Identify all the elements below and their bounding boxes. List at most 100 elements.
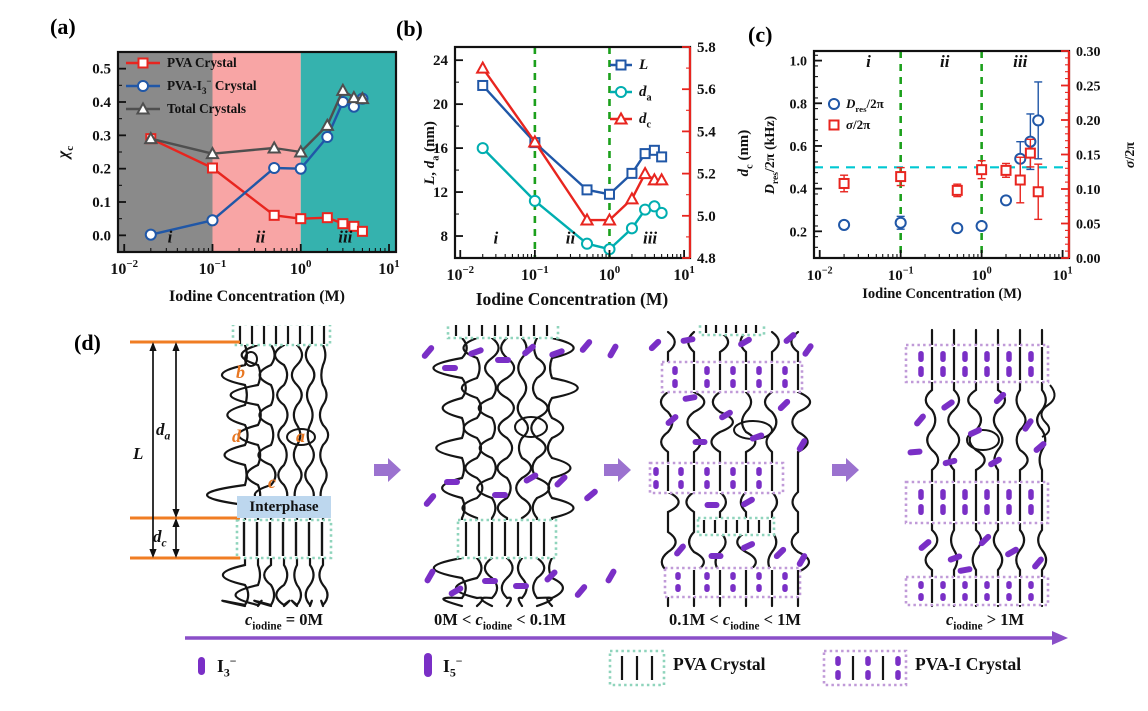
iodine-ion-icon bbox=[756, 366, 762, 375]
iodine-ion-icon bbox=[1028, 581, 1034, 589]
x-tick-label: 10−1 bbox=[888, 265, 914, 284]
y-right-tick-label: 5.8 bbox=[697, 40, 716, 56]
iodine-ion-icon bbox=[1022, 418, 1034, 432]
iodine-ion-icon bbox=[796, 553, 808, 567]
region-label: iii bbox=[643, 229, 657, 248]
iodine-ion-icon bbox=[584, 488, 598, 502]
polymer-chain bbox=[229, 343, 263, 608]
iodine-ion-icon bbox=[522, 343, 536, 357]
iodine-ion-icon bbox=[1032, 556, 1044, 570]
legend-label-i3: I3− bbox=[217, 654, 237, 680]
y-right-tick-label: 0.10 bbox=[1076, 183, 1101, 198]
y-tick-label: 0.2 bbox=[92, 162, 111, 178]
x-tick-label: 100 bbox=[290, 258, 312, 278]
iodine-ion-icon bbox=[680, 336, 696, 344]
y-tick-label: 0.4 bbox=[790, 183, 808, 198]
y-right-tick-label: 0.00 bbox=[1076, 252, 1101, 267]
iodine-ion-icon bbox=[918, 504, 924, 515]
iodine-ion-icon bbox=[940, 366, 946, 377]
y-tick-label: 1.0 bbox=[790, 55, 808, 70]
caption-0-01m: 0M < ciodine < 0.1M bbox=[434, 610, 566, 633]
x-tick-label: 10−1 bbox=[199, 258, 227, 278]
chain-end-squiggle bbox=[1040, 384, 1056, 438]
iodine-ion-icon bbox=[513, 583, 529, 589]
iodine-ion-icon bbox=[957, 566, 973, 574]
pva-crystal-band bbox=[456, 518, 558, 560]
iodine-ion-icon bbox=[749, 432, 765, 442]
iodine-ion-icon bbox=[730, 480, 736, 489]
region-label: iii bbox=[338, 228, 352, 247]
x-tick-label: 101 bbox=[378, 258, 399, 278]
y-tick-label: 0.8 bbox=[790, 97, 808, 112]
dimension-label-da: da bbox=[156, 420, 171, 443]
series-1 bbox=[838, 138, 1044, 221]
flow-arrow-icon bbox=[374, 458, 401, 482]
iodine-ion-icon bbox=[978, 533, 992, 547]
pva-crystal-band bbox=[231, 325, 332, 347]
iodine-ion-icon bbox=[993, 391, 1007, 405]
iodine-ion-icon bbox=[421, 345, 435, 359]
iodine-ion-icon bbox=[704, 572, 710, 580]
region-label: i bbox=[493, 229, 498, 248]
iodine-ion-icon bbox=[967, 427, 983, 437]
iodine-ion-icon bbox=[756, 467, 762, 476]
iodine-ion-icon bbox=[648, 338, 662, 352]
iodine-ion-icon bbox=[492, 492, 508, 498]
iodine-ion-icon bbox=[678, 467, 684, 476]
arrowhead-icon bbox=[1052, 631, 1068, 645]
iodine-ion-icon bbox=[984, 351, 990, 362]
y-tick-label: 24 bbox=[433, 53, 449, 69]
iodine-ion-icon bbox=[730, 379, 736, 388]
y-tick-label: 8 bbox=[441, 229, 449, 245]
iodine-ion-icon bbox=[675, 572, 681, 580]
entanglement-loop bbox=[966, 429, 1000, 451]
y-tick-label: 20 bbox=[433, 97, 448, 113]
y-right-axis-title: σ/2π bbox=[1123, 142, 1138, 168]
iodine-ion-icon bbox=[423, 493, 437, 507]
legend-item: dc bbox=[639, 111, 652, 131]
iodine-ion-icon bbox=[665, 414, 679, 426]
iodine-ion-icon bbox=[682, 394, 698, 402]
chain-label-a: a bbox=[296, 426, 305, 446]
y-right-tick-label: 0.25 bbox=[1076, 80, 1101, 95]
panel-label-d: (d) bbox=[74, 330, 101, 355]
panel-label-c: (c) bbox=[748, 22, 773, 47]
y-right-tick-label: 5.6 bbox=[697, 82, 716, 98]
i3-ion-icon bbox=[198, 657, 205, 675]
iodine-ion-icon bbox=[605, 568, 617, 584]
x-axis-title: Iodine Concentration (M) bbox=[169, 288, 345, 305]
iodine-ion-icon bbox=[940, 504, 946, 515]
iodine-ion-icon bbox=[940, 351, 946, 362]
iodine-ion-icon bbox=[914, 413, 926, 427]
chain-loop bbox=[244, 351, 258, 367]
iodine-ion-icon bbox=[544, 569, 558, 583]
iodine-ion-icon bbox=[756, 379, 762, 388]
iodine-ion-icon bbox=[1028, 366, 1034, 377]
region-label: ii bbox=[256, 228, 266, 247]
legend-item: σ/2π bbox=[846, 117, 870, 132]
iodine-ion-icon bbox=[730, 366, 736, 375]
pva-crystal-band bbox=[698, 325, 766, 337]
polymer-chain bbox=[206, 343, 250, 608]
y-right-axis-title: dc (nm) bbox=[736, 130, 756, 177]
legend-item: L bbox=[638, 57, 648, 73]
iodine-ion-icon bbox=[704, 379, 710, 388]
y-right-tick-label: 0.15 bbox=[1076, 149, 1101, 164]
iodine-ion-icon bbox=[740, 541, 756, 551]
iodine-ion-icon bbox=[730, 572, 736, 580]
iodine-ion-icon bbox=[962, 489, 968, 500]
iodine-ion-icon bbox=[1028, 351, 1034, 362]
x-tick-label: 10−2 bbox=[110, 258, 138, 278]
polymer-chain bbox=[273, 343, 291, 608]
pva-i-crystal-band bbox=[648, 461, 785, 495]
caption-above-1m: ciodine > 1M bbox=[945, 610, 1025, 633]
iodine-ion-icon bbox=[442, 365, 458, 371]
iodine-ion-icon bbox=[1006, 351, 1012, 362]
iodine-ion-icon bbox=[835, 670, 841, 680]
caption-01-1m: 0.1M < ciodine < 1M bbox=[669, 610, 801, 633]
iodine-ion-icon bbox=[941, 399, 955, 411]
iodine-ion-icon bbox=[940, 489, 946, 500]
iodine-ion-icon bbox=[678, 480, 684, 489]
iodine-ion-icon bbox=[756, 584, 762, 592]
